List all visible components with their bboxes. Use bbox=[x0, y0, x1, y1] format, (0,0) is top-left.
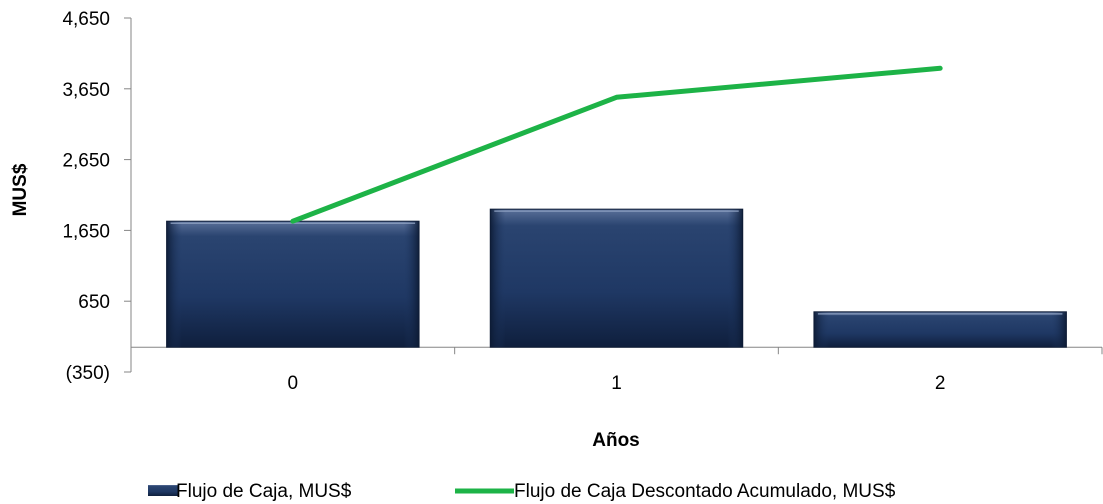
y-tick-label: 1,650 bbox=[62, 221, 110, 242]
x-tick-label: 2 bbox=[935, 373, 946, 394]
bar-series bbox=[166, 208, 1067, 348]
bar-bevel bbox=[813, 311, 1067, 348]
legend: Flujo de Caja, MUS$ Flujo de Caja Descon… bbox=[148, 481, 896, 502]
bar-bevel bbox=[490, 209, 743, 348]
x-axis-title: Años bbox=[592, 430, 640, 451]
line-path bbox=[290, 65, 943, 224]
legend-label-line: Flujo de Caja Descontado Acumulado, MUS$ bbox=[514, 481, 896, 502]
y-tick-label: (350) bbox=[66, 363, 110, 384]
y-tick-label: 3,650 bbox=[62, 80, 110, 101]
y-tick-label: 2,650 bbox=[62, 151, 110, 172]
x-tick-label: 1 bbox=[611, 373, 622, 394]
y-tick-label: 4,650 bbox=[62, 9, 110, 30]
y-axis-title: MUS$ bbox=[10, 163, 31, 216]
y-axis: 4,650 3,650 2,650 1,650 650 (350) bbox=[62, 9, 132, 384]
legend-item-bar: Flujo de Caja, MUS$ bbox=[148, 481, 352, 502]
bar bbox=[166, 220, 420, 348]
legend-swatch-bar bbox=[148, 485, 178, 496]
bar bbox=[489, 208, 744, 348]
legend-label-bar: Flujo de Caja, MUS$ bbox=[176, 481, 352, 502]
y-tick-label: 650 bbox=[78, 292, 110, 313]
bar-bevel bbox=[166, 221, 420, 348]
x-axis: 0 1 2 bbox=[130, 346, 1103, 394]
x-tick-label: 0 bbox=[288, 373, 299, 394]
legend-item-line: Flujo de Caja Descontado Acumulado, MUS$ bbox=[455, 481, 896, 502]
bar bbox=[813, 311, 1067, 348]
line-series bbox=[290, 65, 943, 224]
